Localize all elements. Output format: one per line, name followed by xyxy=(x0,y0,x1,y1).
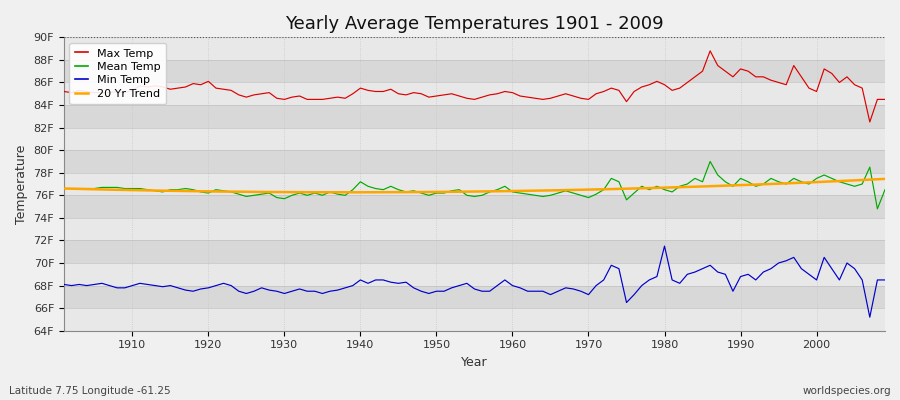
X-axis label: Year: Year xyxy=(461,356,488,369)
Bar xyxy=(64,105,885,128)
Text: worldspecies.org: worldspecies.org xyxy=(803,386,891,396)
Bar xyxy=(64,60,885,82)
Bar xyxy=(64,195,885,218)
Bar xyxy=(64,37,885,60)
Legend: Max Temp, Mean Temp, Min Temp, 20 Yr Trend: Max Temp, Mean Temp, Min Temp, 20 Yr Tre… xyxy=(69,43,166,104)
Bar xyxy=(64,240,885,263)
Text: Latitude 7.75 Longitude -61.25: Latitude 7.75 Longitude -61.25 xyxy=(9,386,171,396)
Bar xyxy=(64,173,885,195)
Bar xyxy=(64,308,885,331)
Bar xyxy=(64,263,885,286)
Y-axis label: Temperature: Temperature xyxy=(15,144,28,224)
Bar xyxy=(64,128,885,150)
Title: Yearly Average Temperatures 1901 - 2009: Yearly Average Temperatures 1901 - 2009 xyxy=(285,15,664,33)
Bar xyxy=(64,286,885,308)
Bar xyxy=(64,150,885,173)
Bar xyxy=(64,82,885,105)
Bar xyxy=(64,218,885,240)
